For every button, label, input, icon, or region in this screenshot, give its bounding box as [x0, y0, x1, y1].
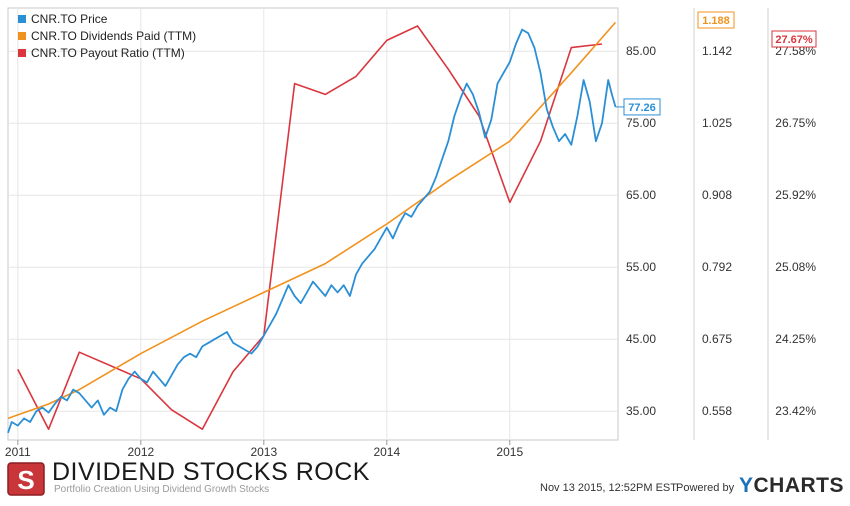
payout-last-value-label-box	[771, 30, 817, 48]
legend-swatch	[18, 32, 26, 40]
payout-tick-label: 27.58%	[775, 44, 816, 58]
ycharts-logo[interactable]: YCHARTS	[739, 474, 844, 498]
dividends-last-value-label: 1.188	[697, 11, 735, 29]
dividends-tick-label: 0.792	[702, 260, 732, 274]
footer-powered-by: Powered by	[676, 482, 735, 494]
brand-subtitle: Portfolio Creation Using Dividend Growth…	[54, 484, 270, 495]
legend-entry: CNR.TO Dividends Paid (TTM)	[31, 29, 196, 43]
price-tick-label: 65.00	[626, 188, 656, 202]
x-tick-label: 2014	[373, 445, 400, 459]
payout-tick-label: 25.08%	[775, 260, 816, 274]
dividends-tick-label: 0.558	[702, 404, 732, 418]
ycharts-logo-text: CHARTS	[753, 474, 845, 497]
legend: CNR.TO Price CNR.TO Dividends Paid (TTM) C…	[18, 12, 196, 60]
legend-swatch	[18, 15, 26, 23]
price-tick-label: 35.00	[626, 404, 656, 418]
legend-entry: CNR.TO Price	[31, 12, 108, 26]
x-tick-label: 2013	[250, 445, 277, 459]
payout-tick-label: 26.75%	[775, 116, 816, 130]
plot-border	[7, 7, 619, 441]
price-tick-label: 85.00	[626, 44, 656, 58]
series-line-price	[7, 28, 617, 434]
price-tick-label: 55.00	[626, 260, 656, 274]
price-last-value-label-text: 77.26	[628, 102, 656, 114]
price-tick-label: 75.00	[626, 116, 656, 130]
payout-last-value-label: 27.67%	[771, 30, 817, 48]
payout-tick-label: 24.25%	[775, 332, 816, 346]
price-tick-label: 45.00	[626, 332, 656, 346]
brand-logo-letter: S	[17, 465, 34, 495]
dividends-last-value-label-box	[697, 11, 735, 29]
x-tick-label: 2012	[127, 445, 154, 459]
x-tick-label: 2015	[496, 445, 523, 459]
footer-date: Nov 13 2015, 12:52PM EST.	[540, 482, 679, 494]
dividends-tick-label: 1.142	[702, 44, 732, 58]
payout-last-value-label-text: 27.67%	[775, 34, 813, 46]
brand-title: DIVIDEND STOCKS ROCK	[52, 458, 370, 486]
dividends-tick-label: 0.675	[702, 332, 732, 346]
payout-tick-label: 25.92%	[775, 188, 816, 202]
legend-swatch	[18, 49, 26, 57]
ycharts-logo-y: Y	[739, 474, 754, 497]
dividends-tick-label: 1.025	[702, 116, 732, 130]
dividends-tick-label: 0.908	[702, 188, 732, 202]
price-last-value-label-box	[623, 98, 661, 116]
price-last-value-label: 77.26	[623, 98, 661, 116]
x-tick-label: 2011	[5, 445, 31, 459]
brand-logo: S	[6, 461, 46, 497]
series-line-dividends	[7, 21, 617, 420]
payout-tick-label: 23.42%	[775, 404, 816, 418]
dividends-last-value-label-text: 1.188	[702, 15, 730, 27]
series-line-payout	[17, 25, 603, 430]
legend-entry: CNR.TO Payout Ratio (TTM)	[31, 46, 185, 60]
